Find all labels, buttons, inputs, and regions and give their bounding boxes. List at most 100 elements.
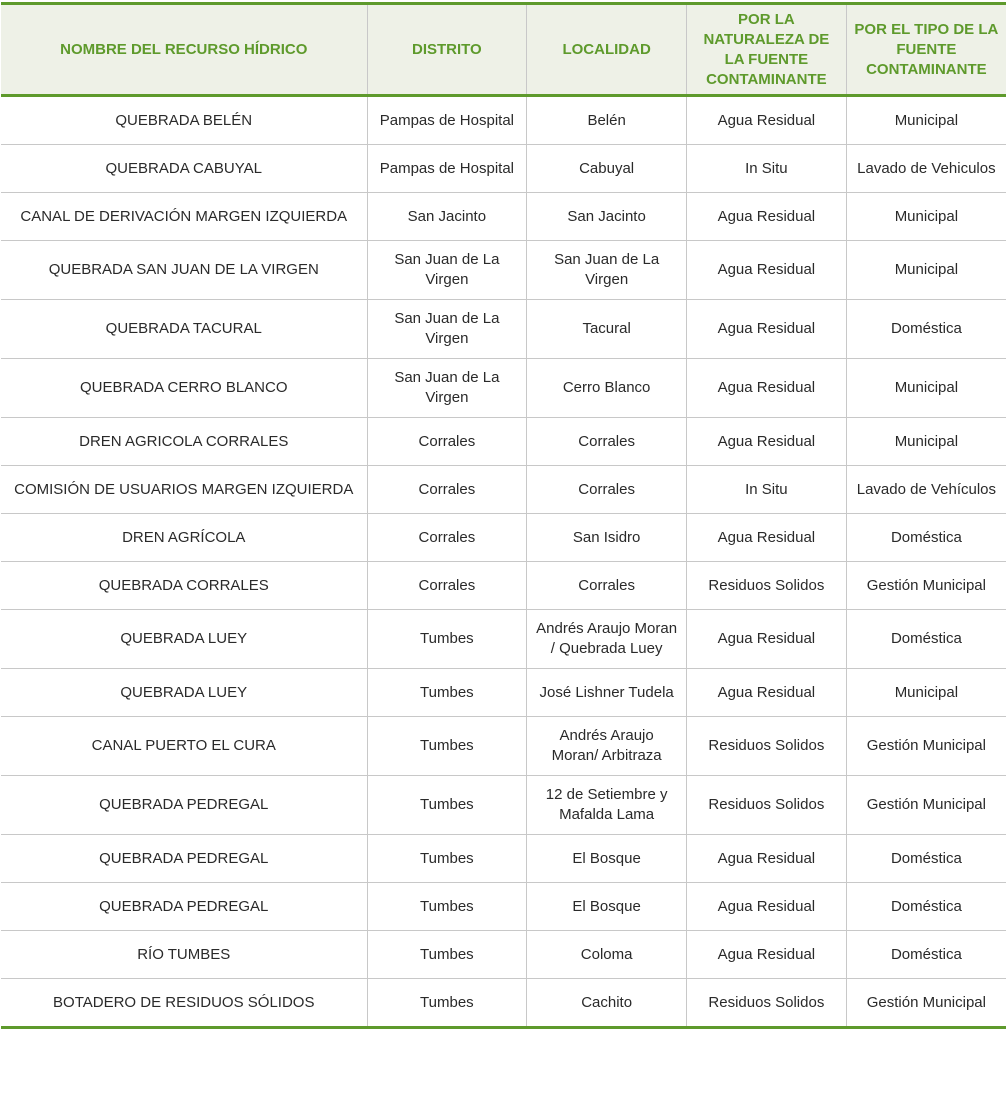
table-row: QUEBRADA CORRALES Corrales Corrales Residuo… [1, 561, 1006, 610]
cell-nombre: QUEBRADA PEDREGAL [1, 775, 367, 835]
cell-naturaleza: In Situ [686, 465, 847, 514]
cell-distrito: Pampas de Hospital [366, 95, 527, 145]
cell-distrito: San Juan de La Virgen [366, 299, 527, 359]
cell-tipo: Doméstica [845, 609, 1006, 669]
cell-nombre: QUEBRADA SAN JUAN DE LA VIRGEN [1, 240, 367, 300]
cell-distrito: Tumbes [366, 834, 527, 883]
table-row: QUEBRADA CERRO BLANCO San Juan de La Virg… [1, 358, 1006, 418]
header-localidad: LOCALIDAD [526, 2, 687, 97]
cell-localidad: El Bosque [526, 834, 687, 883]
header-row: NOMBRE DEL RECURSO HÍDRICO DISTRITO LOCA… [1, 2, 1006, 97]
cell-naturaleza: Agua Residual [686, 240, 847, 300]
cell-tipo: Doméstica [845, 513, 1006, 562]
cell-distrito: Corrales [366, 561, 527, 610]
cell-localidad: El Bosque [526, 882, 687, 931]
cell-localidad: Andrés Araujo Moran / Quebrada Luey [526, 609, 687, 669]
cell-distrito: San Juan de La Virgen [366, 240, 527, 300]
table-row: QUEBRADA TACURAL San Juan de La Virgen Tac… [1, 299, 1006, 359]
cell-tipo: Gestión Municipal [845, 978, 1006, 1029]
cell-tipo: Doméstica [845, 930, 1006, 979]
cell-nombre: COMISIÓN DE USUARIOS MARGEN IZQUIERDA [1, 465, 367, 514]
cell-naturaleza: In Situ [686, 144, 847, 193]
cell-naturaleza: Agua Residual [686, 882, 847, 931]
cell-localidad: Corrales [526, 561, 687, 610]
cell-localidad: Corrales [526, 417, 687, 466]
cell-distrito: Tumbes [366, 609, 527, 669]
cell-localidad: Cerro Blanco [526, 358, 687, 418]
cell-naturaleza: Agua Residual [686, 834, 847, 883]
table-row: QUEBRADA LUEY Tumbes José Lishner Tudela Ag… [1, 668, 1006, 717]
header-tipo: POR EL TIPO DE LA FUENTE CONTAMINANTE [845, 2, 1006, 97]
cell-nombre: DREN AGRICOLA CORRALES [1, 417, 367, 466]
cell-localidad: San Jacinto [526, 192, 687, 241]
cell-distrito: Tumbes [366, 978, 527, 1029]
cell-nombre: QUEBRADA CABUYAL [1, 144, 367, 193]
cell-distrito: Tumbes [366, 775, 527, 835]
cell-localidad: 12 de Setiembre y Mafalda Lama [526, 775, 687, 835]
cell-naturaleza: Agua Residual [686, 358, 847, 418]
table-row: BOTADERO DE RESIDUOS SÓLIDOS Tumbes Cachit… [1, 978, 1006, 1029]
cell-tipo: Municipal [845, 358, 1006, 418]
cell-distrito: San Juan de La Virgen [366, 358, 527, 418]
cell-nombre: QUEBRADA PEDREGAL [1, 882, 367, 931]
header-nombre: NOMBRE DEL RECURSO HÍDRICO [1, 2, 367, 97]
cell-nombre: QUEBRADA LUEY [1, 668, 367, 717]
cell-distrito: Corrales [366, 465, 527, 514]
cell-distrito: San Jacinto [366, 192, 527, 241]
cell-distrito: Tumbes [366, 882, 527, 931]
cell-naturaleza: Agua Residual [686, 513, 847, 562]
cell-naturaleza: Residuos Solidos [686, 561, 847, 610]
table-row: DREN AGRICOLA CORRALES Corrales Corrales Ag… [1, 417, 1006, 466]
cell-naturaleza: Agua Residual [686, 417, 847, 466]
cell-distrito: Corrales [366, 513, 527, 562]
cell-distrito: Corrales [366, 417, 527, 466]
cell-distrito: Tumbes [366, 930, 527, 979]
table-row: QUEBRADA BELÉN Pampas de Hospital Belén Agu… [1, 95, 1006, 145]
table-row: COMISIÓN DE USUARIOS MARGEN IZQUIERDA Cor… [1, 465, 1006, 514]
cell-localidad: Corrales [526, 465, 687, 514]
cell-nombre: DREN AGRÍCOLA [1, 513, 367, 562]
cell-naturaleza: Residuos Solidos [686, 775, 847, 835]
cell-tipo: Gestión Municipal [845, 716, 1006, 776]
cell-tipo: Doméstica [845, 834, 1006, 883]
cell-nombre: RÍO TUMBES [1, 930, 367, 979]
table-body: QUEBRADA BELÉN Pampas de Hospital Belén Agu… [1, 95, 1006, 1029]
water-contamination-table: NOMBRE DEL RECURSO HÍDRICO DISTRITO LOCA… [1, 2, 1006, 1029]
cell-localidad: San Juan de La Virgen [526, 240, 687, 300]
cell-tipo: Lavado de Vehiculos [845, 144, 1006, 193]
cell-nombre: QUEBRADA TACURAL [1, 299, 367, 359]
table-row: QUEBRADA LUEY Tumbes Andrés Araujo Moran /… [1, 609, 1006, 669]
cell-localidad: San Isidro [526, 513, 687, 562]
cell-nombre: QUEBRADA CERRO BLANCO [1, 358, 367, 418]
cell-tipo: Municipal [845, 417, 1006, 466]
cell-nombre: CANAL DE DERIVACIÓN MARGEN IZQUIERDA [1, 192, 367, 241]
cell-nombre: QUEBRADA BELÉN [1, 95, 367, 145]
table-row: CANAL DE DERIVACIÓN MARGEN IZQUIERDA San … [1, 192, 1006, 241]
cell-localidad: Belén [526, 95, 687, 145]
table-row: QUEBRADA CABUYAL Pampas de Hospital Cabuya… [1, 144, 1006, 193]
cell-tipo: Gestión Municipal [845, 775, 1006, 835]
table-row: QUEBRADA PEDREGAL Tumbes 12 de Setiembre y… [1, 775, 1006, 835]
cell-tipo: Municipal [845, 240, 1006, 300]
cell-localidad: Coloma [526, 930, 687, 979]
header-distrito: DISTRITO [366, 2, 527, 97]
cell-localidad: Andrés Araujo Moran/ Arbitraza [526, 716, 687, 776]
cell-naturaleza: Agua Residual [686, 609, 847, 669]
table-row: QUEBRADA PEDREGAL Tumbes El Bosque Agua Res… [1, 882, 1006, 931]
cell-naturaleza: Agua Residual [686, 930, 847, 979]
cell-naturaleza: Agua Residual [686, 95, 847, 145]
table-row: QUEBRADA SAN JUAN DE LA VIRGEN San Juan d… [1, 240, 1006, 300]
table-row: QUEBRADA PEDREGAL Tumbes El Bosque Agua Res… [1, 834, 1006, 883]
cell-nombre: BOTADERO DE RESIDUOS SÓLIDOS [1, 978, 367, 1029]
cell-naturaleza: Residuos Solidos [686, 716, 847, 776]
cell-localidad: Cachito [526, 978, 687, 1029]
cell-distrito: Pampas de Hospital [366, 144, 527, 193]
cell-naturaleza: Agua Residual [686, 668, 847, 717]
cell-naturaleza: Agua Residual [686, 299, 847, 359]
cell-tipo: Municipal [845, 95, 1006, 145]
cell-tipo: Doméstica [845, 299, 1006, 359]
cell-naturaleza: Agua Residual [686, 192, 847, 241]
cell-tipo: Gestión Municipal [845, 561, 1006, 610]
cell-tipo: Doméstica [845, 882, 1006, 931]
cell-distrito: Tumbes [366, 716, 527, 776]
